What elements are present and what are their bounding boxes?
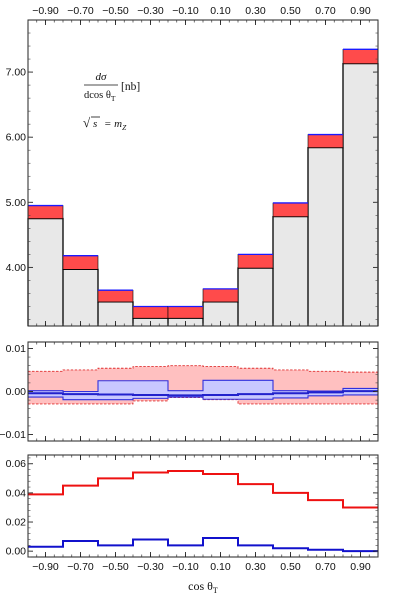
x-axis-label: cos θT — [188, 579, 218, 595]
series-bottom-1 — [28, 537, 378, 553]
x-tick-label-top-1: −0.70 — [67, 5, 94, 17]
formula-denominator-sub: T — [111, 94, 116, 103]
energy-rhs-text: = m — [104, 118, 122, 130]
band-6 — [237, 254, 274, 269]
band-1 — [62, 255, 99, 270]
x-tick-label-bottom-7: 0.50 — [280, 561, 301, 573]
x-tick-label-top-9: 0.90 — [350, 5, 371, 17]
x-tick-label-top-6: 0.30 — [245, 5, 266, 17]
band-cell-0 — [28, 371, 63, 404]
formula-denominator-text: dcos θ — [84, 90, 111, 101]
series-middle-2 — [28, 390, 378, 397]
formula-unit: [nb] — [121, 81, 140, 93]
band-4 — [167, 306, 204, 319]
series-top-1 — [27, 48, 379, 319]
sqrt-argument: s — [93, 118, 97, 130]
x-tick-label-bottom-3: −0.30 — [137, 561, 164, 573]
band-cell-7 — [273, 390, 308, 398]
series-top-0 — [27, 62, 379, 326]
x-tick-label-top-2: −0.50 — [102, 5, 129, 17]
band-cell-2 — [98, 380, 133, 400]
bar-fill-0 — [28, 218, 63, 326]
x-axis-label-sub: T — [213, 586, 218, 595]
band-cell-6 — [238, 380, 273, 400]
band-cell-8 — [308, 371, 343, 404]
x-tick-label-top-7: 0.50 — [280, 5, 301, 17]
x-tick-label-bottom-4: −0.10 — [172, 561, 199, 573]
formula-numerator: dσ — [96, 71, 108, 83]
y-tick-label-0: −0.01 — [0, 429, 26, 441]
formula-denominator: dcos θT — [84, 90, 116, 103]
band-3 — [132, 306, 169, 319]
series-bottom-0 — [28, 470, 378, 509]
band-0 — [27, 205, 64, 219]
y-tick-label-2: 0.04 — [6, 487, 27, 499]
x-tick-label-top-0: −0.90 — [32, 5, 59, 17]
band-cell-5 — [203, 380, 238, 400]
band-cell-7 — [273, 369, 308, 404]
band-cell-4 — [168, 390, 203, 398]
bar-fill-6 — [238, 268, 273, 326]
step-line — [28, 390, 378, 397]
band-7 — [272, 202, 309, 217]
band-9 — [342, 48, 379, 64]
x-tick-label-bottom-6: 0.30 — [245, 561, 266, 573]
x-axis-label-text: cos θ — [188, 579, 213, 593]
y-tick-label-1: 5.00 — [6, 197, 27, 209]
y-tick-label-1: 0.02 — [6, 517, 27, 529]
y-tick-label-3: 0.06 — [6, 458, 27, 470]
band-upper-edge — [28, 365, 378, 373]
energy-rhs-sub: Z — [122, 123, 127, 132]
formula-annotation: dσ dcos θT [nb] √ s = mZ — [83, 71, 140, 132]
band-lower-edge — [28, 394, 378, 401]
y-tick-label-2: 0.01 — [6, 343, 27, 355]
x-tick-label-top-3: −0.30 — [137, 5, 164, 17]
x-tick-label-top-5: 0.10 — [210, 5, 231, 17]
x-tick-label-top-4: −0.10 — [172, 5, 199, 17]
x-tick-label-bottom-9: 0.90 — [350, 561, 371, 573]
x-tick-label-top-8: 0.70 — [315, 5, 336, 17]
sqrt-symbol: √ — [83, 115, 91, 130]
x-tick-label-bottom-1: −0.70 — [67, 561, 94, 573]
x-tick-label-bottom-0: −0.90 — [32, 561, 59, 573]
band-cell-1 — [63, 391, 98, 400]
step-line — [28, 470, 378, 509]
y-tick-label-0: 4.00 — [6, 262, 27, 274]
step-line — [28, 537, 378, 553]
x-tick-label-bottom-8: 0.70 — [315, 561, 336, 573]
panel-bottom: −0.90 −0.70 −0.50 −0.30 −0.10 0.10 0.30 0.50 0.7… — [6, 454, 379, 573]
y-tick-label-3: 7.00 — [6, 67, 27, 79]
band-8 — [307, 134, 344, 148]
y-tick-label-1: 0.00 — [6, 386, 27, 398]
band-2 — [97, 289, 134, 303]
bar-fill-1 — [63, 269, 98, 326]
y-tick-label-2: 6.00 — [6, 132, 27, 144]
panel-top: −0.90 −0.70 −0.50 −0.30 −0.10 0.10 0.30 0.50 0.7… — [6, 5, 379, 327]
band-5 — [202, 288, 239, 303]
panel-middle: −0.01 0.00 0.01 — [0, 341, 379, 442]
x-tick-label-bottom-5: 0.10 — [210, 561, 231, 573]
x-tick-label-bottom-2: −0.50 — [102, 561, 129, 573]
bar-fill-9 — [343, 63, 378, 326]
bar-fill-7 — [273, 216, 308, 326]
band-upper-edge — [28, 379, 378, 393]
y-tick-label-0: 0.00 — [6, 546, 27, 558]
bar-fill-8 — [308, 147, 343, 326]
band-cell-8 — [308, 391, 343, 396]
energy-rhs: = mZ — [104, 118, 127, 132]
